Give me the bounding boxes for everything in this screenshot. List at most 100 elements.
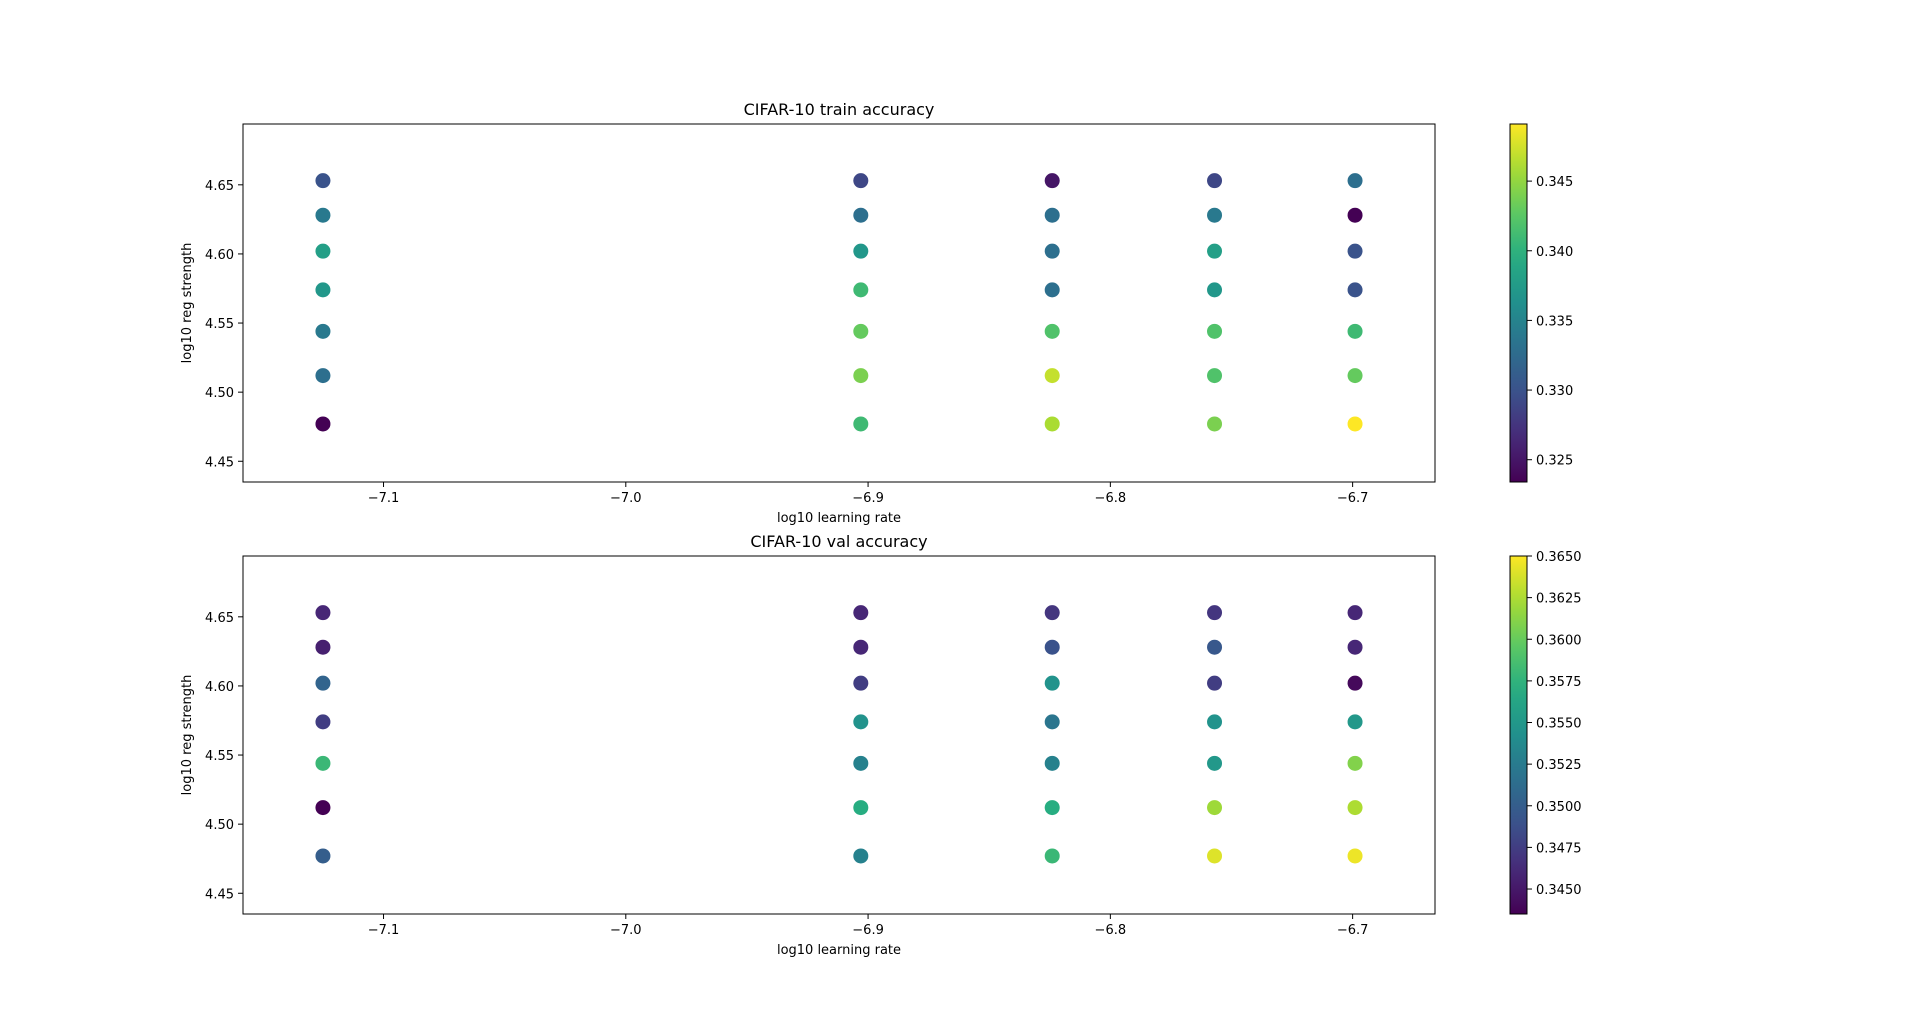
data-point (853, 605, 869, 621)
colorbar-tick-label: 0.340 (1536, 245, 1573, 260)
data-point (315, 639, 331, 655)
colorbar-tick-label: 0.3650 (1536, 550, 1582, 565)
data-point (1207, 368, 1223, 384)
data-point (1207, 675, 1223, 691)
data-point (1347, 848, 1363, 864)
data-point (315, 207, 331, 223)
y-tick-label: 4.60 (205, 248, 234, 263)
data-point (1044, 800, 1060, 816)
data-point (1347, 639, 1363, 655)
data-point (853, 639, 869, 655)
y-tick-label: 4.45 (205, 887, 234, 902)
data-point (853, 848, 869, 864)
data-point (853, 416, 869, 432)
chart-panel-2: CIFAR-10 val accuracy −7.1 −7.0 −6.9 −6.8 −6.… (180, 532, 1582, 958)
data-point (315, 368, 331, 384)
colorbar-tick-label: 0.325 (1536, 454, 1573, 469)
data-point (315, 173, 331, 189)
data-point (853, 323, 869, 339)
y-tick-label: 4.55 (205, 317, 234, 332)
data-point (853, 800, 869, 816)
data-point (1044, 755, 1060, 771)
data-point (315, 605, 331, 621)
data-point (1347, 207, 1363, 223)
y-tick-label: 4.65 (205, 179, 234, 194)
data-point (1347, 800, 1363, 816)
data-point (1207, 714, 1223, 730)
data-point (315, 800, 331, 816)
colorbar-tick-label: 0.3475 (1536, 841, 1582, 856)
data-point (853, 755, 869, 771)
data-point (1207, 207, 1223, 223)
y-axis-label: log10 reg strength (180, 675, 195, 796)
x-tick-label: −6.8 (1095, 491, 1127, 506)
chart-title: CIFAR-10 train accuracy (744, 100, 935, 119)
data-point (853, 282, 869, 298)
colorbar (1509, 555, 1528, 915)
x-tick-label: −6.8 (1095, 923, 1127, 938)
data-point (1044, 368, 1060, 384)
data-point (1347, 368, 1363, 384)
chart-title: CIFAR-10 val accuracy (750, 532, 927, 551)
data-point (853, 207, 869, 223)
data-point (1044, 675, 1060, 691)
chart-panel-1: CIFAR-10 train accuracy −7.1 −7.0 −6.9 −6.8 −… (180, 100, 1573, 526)
x-tick-label: −7.1 (368, 923, 400, 938)
y-axis-label: log10 reg strength (180, 243, 195, 364)
y-tick-label: 4.50 (205, 818, 234, 833)
y-tick-label: 4.65 (205, 611, 234, 626)
data-point (1044, 416, 1060, 432)
x-tick-label: −7.0 (610, 491, 642, 506)
y-tick-label: 4.60 (205, 680, 234, 695)
data-point (315, 714, 331, 730)
data-point (1044, 323, 1060, 339)
colorbar-tick-label: 0.330 (1536, 384, 1573, 399)
colorbar-tick-label: 0.3500 (1536, 800, 1582, 815)
colorbar-tick-label: 0.3450 (1536, 883, 1582, 898)
data-point (853, 173, 869, 189)
x-axis-label: log10 learning rate (777, 511, 901, 526)
y-tick-label: 4.50 (205, 386, 234, 401)
colorbar-tick-label: 0.3625 (1536, 592, 1582, 607)
x-tick-label: −7.0 (610, 923, 642, 938)
data-point (1207, 243, 1223, 259)
data-point (315, 755, 331, 771)
colorbar-tick-label: 0.3550 (1536, 717, 1582, 732)
data-point (1347, 675, 1363, 691)
colorbar (1509, 123, 1528, 483)
data-point (1347, 173, 1363, 189)
data-point (1207, 323, 1223, 339)
data-point (1044, 848, 1060, 864)
data-point (853, 368, 869, 384)
plot-area (242, 123, 1436, 483)
colorbar-tick-label: 0.3525 (1536, 758, 1582, 773)
data-point (1207, 605, 1223, 621)
data-point (853, 714, 869, 730)
colorbar-tick-label: 0.335 (1536, 314, 1573, 329)
data-point (1044, 173, 1060, 189)
data-point (1044, 605, 1060, 621)
data-point (315, 675, 331, 691)
data-point (315, 323, 331, 339)
data-point (1207, 800, 1223, 816)
data-point (1347, 755, 1363, 771)
data-point (853, 675, 869, 691)
data-point (315, 282, 331, 298)
data-point (1044, 714, 1060, 730)
colorbar-tick-label: 0.3600 (1536, 633, 1582, 648)
data-point (315, 416, 331, 432)
data-point (1044, 282, 1060, 298)
data-point (1207, 639, 1223, 655)
data-point (853, 243, 869, 259)
data-point (315, 848, 331, 864)
data-point (1207, 173, 1223, 189)
data-point (1044, 639, 1060, 655)
data-point (1347, 282, 1363, 298)
data-point (315, 243, 331, 259)
colorbar-tick-label: 0.345 (1536, 175, 1573, 190)
data-point (1347, 605, 1363, 621)
data-point (1207, 416, 1223, 432)
data-point (1347, 323, 1363, 339)
colorbar-tick-label: 0.3575 (1536, 675, 1582, 690)
y-tick-label: 4.45 (205, 455, 234, 470)
